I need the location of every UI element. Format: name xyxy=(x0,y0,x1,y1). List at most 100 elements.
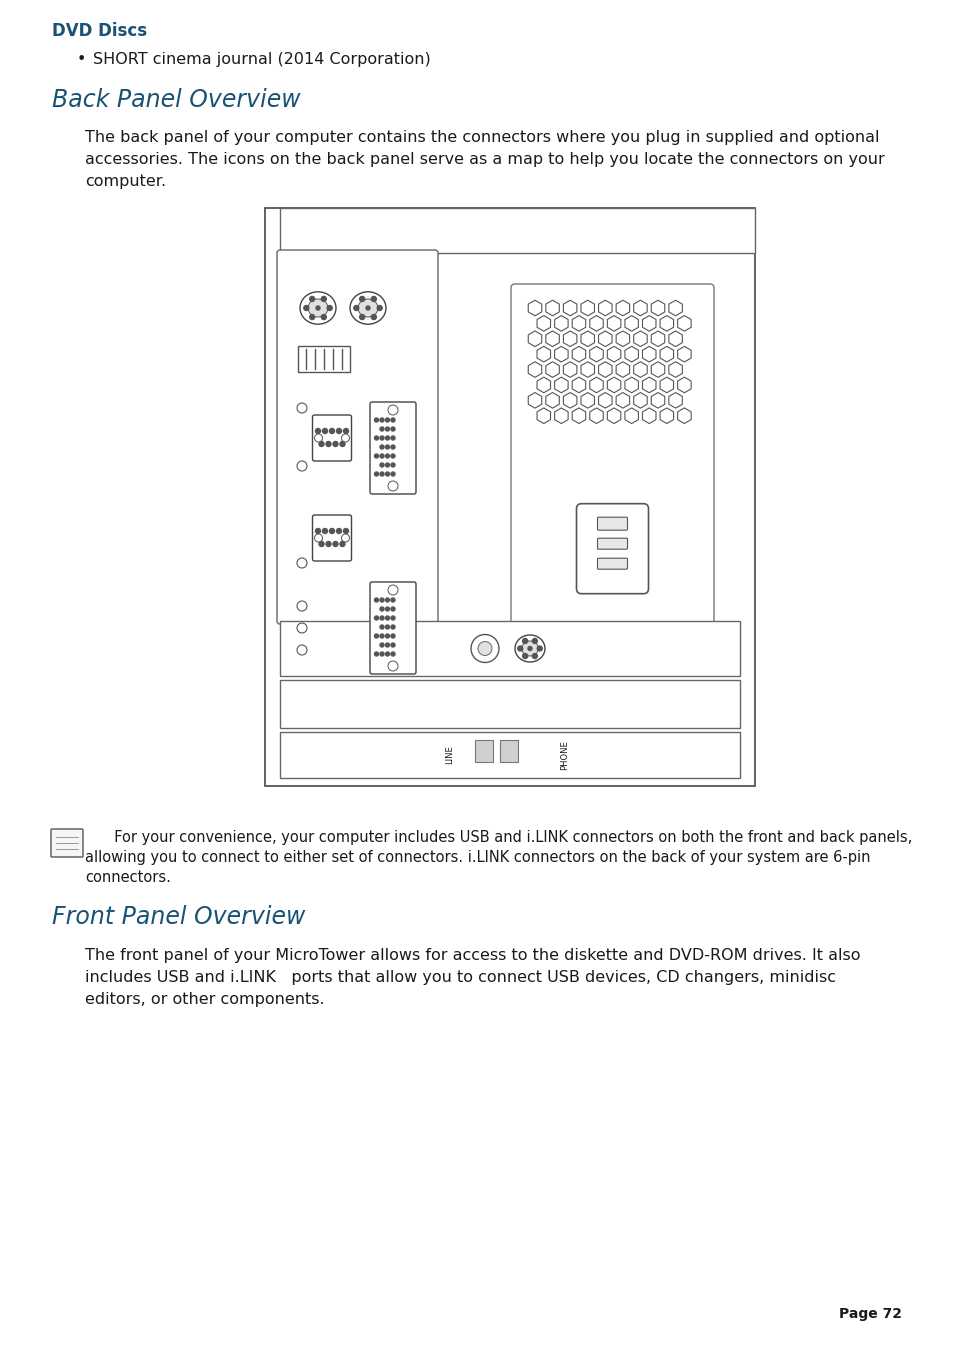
Bar xyxy=(297,346,350,372)
Circle shape xyxy=(477,642,492,655)
Circle shape xyxy=(375,417,378,422)
FancyBboxPatch shape xyxy=(475,740,493,762)
Circle shape xyxy=(388,585,397,594)
Circle shape xyxy=(322,428,327,434)
Circle shape xyxy=(385,463,389,467)
Circle shape xyxy=(379,643,384,647)
Circle shape xyxy=(391,634,395,638)
Circle shape xyxy=(391,626,395,630)
Circle shape xyxy=(315,305,319,309)
Circle shape xyxy=(375,436,378,440)
Circle shape xyxy=(379,454,384,458)
Circle shape xyxy=(385,643,389,647)
Circle shape xyxy=(379,607,384,611)
Circle shape xyxy=(310,296,314,301)
Text: Front Panel Overview: Front Panel Overview xyxy=(52,905,305,929)
Circle shape xyxy=(379,653,384,657)
FancyBboxPatch shape xyxy=(51,830,83,857)
Circle shape xyxy=(379,626,384,630)
Text: •: • xyxy=(77,51,87,68)
Circle shape xyxy=(379,427,384,431)
Ellipse shape xyxy=(521,640,537,657)
Circle shape xyxy=(532,639,537,643)
Circle shape xyxy=(343,428,348,434)
Circle shape xyxy=(379,463,384,467)
Circle shape xyxy=(391,427,395,431)
Circle shape xyxy=(318,542,324,547)
Ellipse shape xyxy=(515,635,544,662)
Circle shape xyxy=(391,598,395,603)
Circle shape xyxy=(391,444,395,449)
Circle shape xyxy=(379,436,384,440)
Text: editors, or other components.: editors, or other components. xyxy=(85,992,324,1006)
Circle shape xyxy=(329,428,335,434)
Circle shape xyxy=(385,616,389,620)
FancyBboxPatch shape xyxy=(313,415,351,461)
Circle shape xyxy=(391,463,395,467)
Circle shape xyxy=(333,542,337,547)
Circle shape xyxy=(379,471,384,476)
Circle shape xyxy=(333,442,337,446)
Circle shape xyxy=(375,471,378,476)
Circle shape xyxy=(366,305,370,309)
Circle shape xyxy=(376,305,382,311)
Circle shape xyxy=(321,315,326,320)
FancyBboxPatch shape xyxy=(597,538,627,549)
Circle shape xyxy=(391,417,395,422)
Circle shape xyxy=(471,635,498,662)
Circle shape xyxy=(315,528,320,534)
Circle shape xyxy=(359,296,364,301)
Circle shape xyxy=(385,634,389,638)
Ellipse shape xyxy=(350,292,386,324)
Circle shape xyxy=(391,616,395,620)
Circle shape xyxy=(379,598,384,603)
FancyBboxPatch shape xyxy=(499,740,517,762)
Text: For your convenience, your computer includes USB and i.LINK connectors on both t: For your convenience, your computer incl… xyxy=(105,830,911,844)
Circle shape xyxy=(385,598,389,603)
Circle shape xyxy=(310,315,314,320)
Text: computer.: computer. xyxy=(85,174,166,189)
Bar xyxy=(280,732,740,778)
Circle shape xyxy=(371,296,375,301)
Circle shape xyxy=(391,471,395,476)
Circle shape xyxy=(296,644,307,655)
Bar xyxy=(280,208,754,253)
Circle shape xyxy=(341,534,349,542)
FancyBboxPatch shape xyxy=(370,582,416,674)
Circle shape xyxy=(379,616,384,620)
Circle shape xyxy=(517,646,522,651)
Circle shape xyxy=(322,528,327,534)
Circle shape xyxy=(391,454,395,458)
Circle shape xyxy=(388,661,397,671)
Circle shape xyxy=(339,542,345,547)
Ellipse shape xyxy=(357,299,377,317)
Circle shape xyxy=(296,403,307,413)
Text: allowing you to connect to either set of connectors. i.LINK connectors on the ba: allowing you to connect to either set of… xyxy=(85,850,869,865)
Circle shape xyxy=(532,654,537,658)
Circle shape xyxy=(385,427,389,431)
FancyBboxPatch shape xyxy=(597,558,627,569)
FancyBboxPatch shape xyxy=(313,515,351,561)
Circle shape xyxy=(315,428,320,434)
Circle shape xyxy=(296,601,307,611)
FancyBboxPatch shape xyxy=(597,517,627,530)
Circle shape xyxy=(303,305,309,311)
Circle shape xyxy=(385,653,389,657)
Circle shape xyxy=(375,598,378,603)
Circle shape xyxy=(391,653,395,657)
Ellipse shape xyxy=(308,299,328,317)
Circle shape xyxy=(385,417,389,422)
Circle shape xyxy=(537,646,541,651)
Circle shape xyxy=(388,481,397,490)
Circle shape xyxy=(522,654,527,658)
Text: LINE: LINE xyxy=(445,746,454,765)
Circle shape xyxy=(385,454,389,458)
Text: accessories. The icons on the back panel serve as a map to help you locate the c: accessories. The icons on the back panel… xyxy=(85,153,883,168)
Circle shape xyxy=(359,315,364,320)
Circle shape xyxy=(296,461,307,471)
Circle shape xyxy=(391,643,395,647)
Text: includes USB and i.LINK   ports that allow you to connect USB devices, CD change: includes USB and i.LINK ports that allow… xyxy=(85,970,835,985)
Circle shape xyxy=(336,528,341,534)
Text: DVD Discs: DVD Discs xyxy=(52,22,147,41)
Circle shape xyxy=(385,471,389,476)
